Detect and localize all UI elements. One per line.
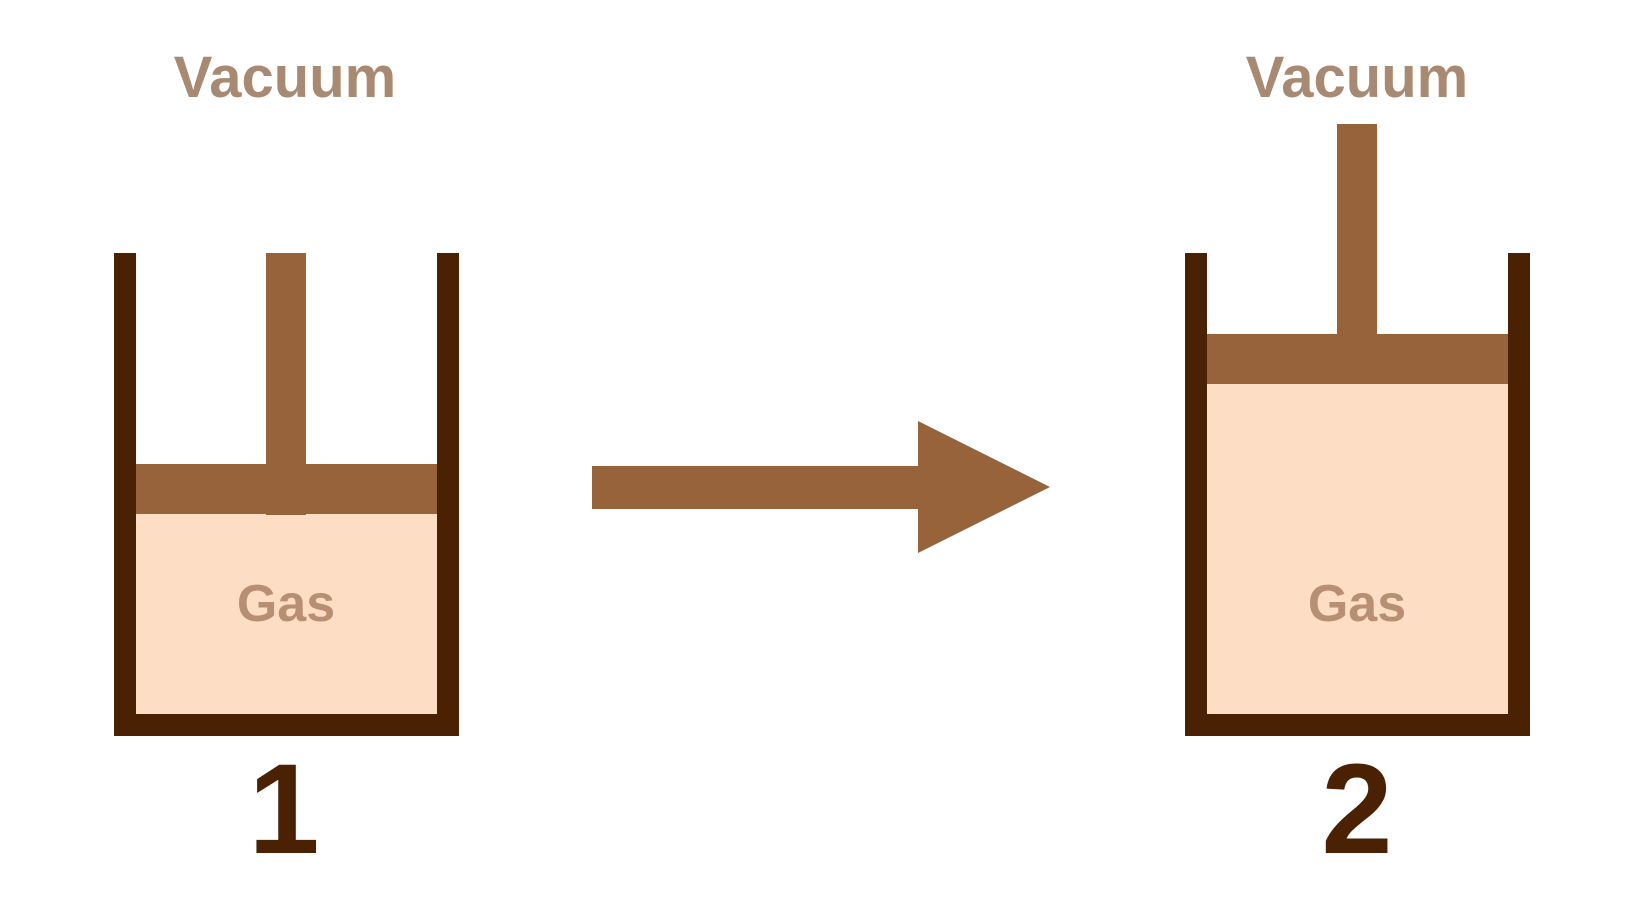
gas-region-2 [1207,384,1508,714]
gas-label-1: Gas [237,575,335,633]
vacuum-label-1: Vacuum [174,45,396,110]
cylinder-state-1: Vacuum Gas 1 [114,45,459,881]
cylinder-left-wall-1 [114,253,136,736]
state-number-1: 1 [248,738,319,881]
state-number-2: 2 [1321,738,1392,881]
piston-head-1 [136,464,437,514]
cylinder-left-wall-2 [1185,253,1207,736]
piston-head-2 [1207,334,1508,384]
cylinder-right-wall-1 [437,253,459,736]
cylinder-bottom-wall-1 [114,714,459,736]
cylinder-right-wall-2 [1508,253,1530,736]
right-arrow-icon [592,421,1050,553]
gas-label-2: Gas [1308,575,1406,633]
cylinder-bottom-wall-2 [1185,714,1530,736]
cylinder-state-2: Vacuum Gas 2 [1185,45,1530,881]
vacuum-label-2: Vacuum [1246,45,1468,110]
gas-region-1 [136,514,437,714]
